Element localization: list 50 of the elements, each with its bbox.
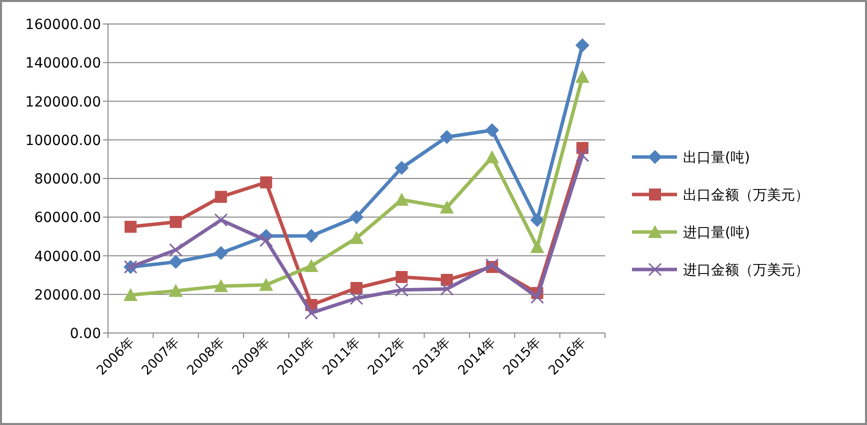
point xyxy=(485,258,499,272)
point xyxy=(350,282,362,294)
point xyxy=(168,254,183,269)
legend-label: 出口金额（万美元） xyxy=(683,188,809,204)
y-tick-label: 20000.00 xyxy=(34,287,101,304)
point xyxy=(440,130,454,144)
point xyxy=(576,148,590,162)
point xyxy=(170,216,182,228)
point xyxy=(259,278,274,291)
point xyxy=(214,246,228,260)
legend-label: 进口量(吨) xyxy=(683,225,750,241)
y-tick-label: 120000.00 xyxy=(25,94,101,110)
point xyxy=(530,240,544,254)
point xyxy=(485,150,500,164)
point xyxy=(259,234,273,248)
point xyxy=(350,291,364,305)
point xyxy=(124,220,137,233)
point xyxy=(575,38,590,52)
point xyxy=(530,213,544,228)
point xyxy=(394,160,409,175)
y-tick-label: 80000.00 xyxy=(34,172,101,188)
y-tick-label: 160000.00 xyxy=(25,17,101,33)
point xyxy=(575,70,590,83)
point xyxy=(350,230,364,244)
point xyxy=(260,176,272,188)
point xyxy=(169,243,183,257)
point xyxy=(485,123,500,138)
point xyxy=(394,283,408,297)
point xyxy=(440,282,454,296)
point xyxy=(304,306,318,320)
point xyxy=(396,270,408,283)
point xyxy=(304,258,318,272)
point xyxy=(124,288,138,301)
y-tick-label: 0.00 xyxy=(70,326,101,342)
point xyxy=(214,190,227,203)
legend-label: 进口金额（万美元） xyxy=(683,262,809,278)
point xyxy=(214,279,228,292)
y-tick-label: 140000.00 xyxy=(25,56,101,72)
point xyxy=(440,200,454,214)
y-tick-label: 60000.00 xyxy=(34,210,101,226)
point xyxy=(350,210,364,224)
point xyxy=(394,192,409,206)
point xyxy=(214,213,228,227)
point xyxy=(440,274,453,286)
point xyxy=(530,290,544,304)
point xyxy=(168,284,183,297)
point xyxy=(304,228,318,243)
y-tick-label: 100000.00 xyxy=(25,132,101,149)
legend-label: 出口量(吨) xyxy=(683,150,750,166)
y-tick-label: 40000.00 xyxy=(34,248,101,265)
